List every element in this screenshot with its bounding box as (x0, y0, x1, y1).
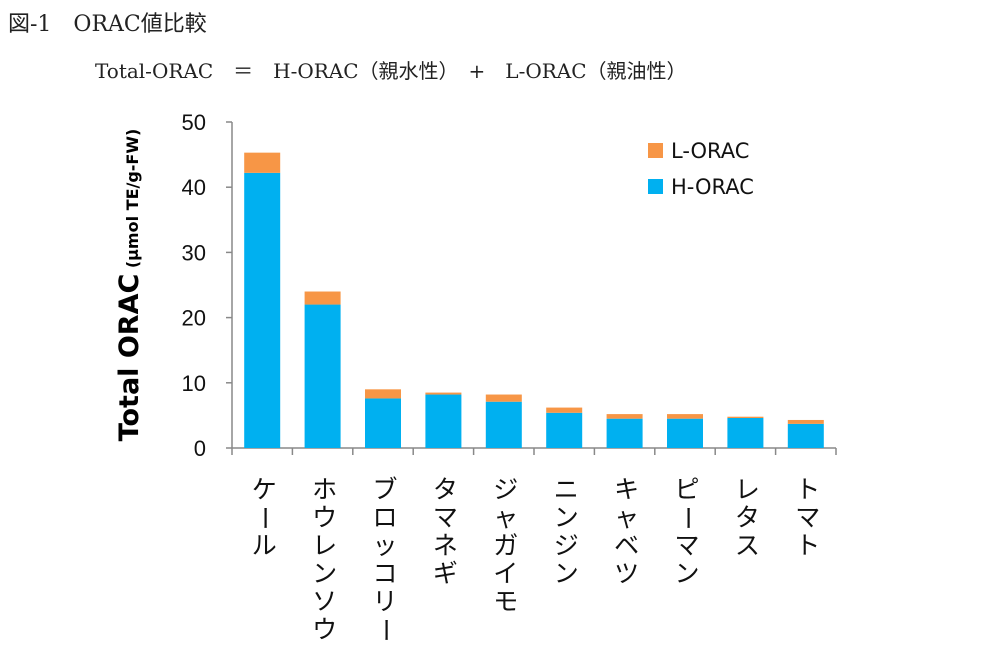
x-tick-label-char: マ (433, 503, 458, 532)
legend-swatch-l-orac (648, 143, 663, 158)
bar-l-orac-5 (485, 394, 522, 402)
bar-l-orac-1 (244, 152, 281, 173)
bar-h-orac-9 (727, 418, 764, 448)
x-tick-label-char: コ (372, 559, 397, 588)
x-tick-label-char: ャ (493, 503, 518, 532)
x-tick-label-char: ン (674, 559, 699, 588)
x-tick-label-char: ガ (493, 531, 518, 560)
x-tick-label-char: ル (252, 531, 277, 560)
bar-h-orac-6 (546, 412, 583, 448)
y-tick-label: 0 (194, 436, 206, 461)
bar-l-orac-8 (667, 414, 703, 419)
bar-l-orac-2 (304, 291, 341, 305)
x-tick-label-char: ケ (252, 475, 277, 504)
y-tick-label: 30 (182, 240, 206, 265)
x-tick-label-char: ッ (372, 531, 397, 560)
x-tick-label-char: ス (735, 531, 760, 560)
x-tick-label-char: ツ (614, 559, 639, 588)
x-tick-label-char: ネ (433, 531, 458, 560)
x-tick-label-char: ャ (614, 503, 639, 532)
x-tick-label-char: ン (554, 503, 579, 532)
x-tick-label-char: ニ (554, 475, 579, 504)
bar-h-orac-8 (667, 418, 703, 448)
legend-swatch-h-orac (648, 179, 663, 194)
x-tick-label-char: リ (372, 587, 397, 616)
bar-l-orac-3 (365, 389, 401, 399)
x-tick-label-char: キ (614, 475, 639, 504)
x-tick-label-char: ン (554, 559, 579, 588)
x-tick-label-char: マ (674, 531, 699, 560)
x-tick-label-char: ト (795, 475, 820, 504)
x-tick-label-char: ウ (312, 615, 337, 644)
x-tick-label-char: ホ (312, 475, 337, 504)
x-tick-label-char: マ (795, 503, 820, 532)
x-tick-label-char: ベ (614, 531, 639, 560)
legend-label: H-ORAC (671, 175, 754, 199)
y-tick-label: 20 (182, 306, 206, 331)
x-tick-label-char: ト (795, 531, 820, 560)
x-tick-label-char: ピ (674, 475, 699, 504)
x-tick-label-char: イ (493, 559, 518, 588)
legend-label: L-ORAC (671, 139, 749, 163)
bar-l-orac-4 (425, 392, 462, 395)
x-tick-label-char: タ (433, 475, 458, 504)
x-tick-label-char: ブ (372, 475, 397, 504)
x-tick-label-char: ー (250, 505, 279, 530)
bar-l-orac-7 (606, 414, 643, 419)
x-tick-label-char: モ (493, 587, 518, 616)
bar-h-orac-2 (304, 304, 341, 448)
x-tick-label-char: ー (673, 505, 702, 530)
bar-h-orac-4 (425, 394, 462, 448)
bar-l-orac-6 (546, 407, 583, 413)
y-axis-label: Total ORAC (μmol TE/g-FW) (114, 129, 145, 442)
x-tick-label-char: ソ (312, 587, 337, 616)
bar-l-orac-10 (787, 419, 824, 424)
bar-l-orac-9 (727, 416, 764, 419)
figure-title: 図-1 ORAC値比較 (8, 12, 207, 37)
x-tick-label-char: ジ (554, 531, 579, 560)
x-tick-label-char: レ (735, 475, 760, 504)
y-tick-label: 40 (182, 175, 206, 200)
x-tick-label-char: ギ (433, 559, 458, 588)
x-tick-label-char: レ (312, 531, 337, 560)
x-tick-label-char: ロ (372, 503, 397, 532)
bar-h-orac-3 (365, 398, 401, 448)
y-tick-label: 10 (182, 371, 206, 396)
bar-h-orac-1 (244, 172, 281, 448)
y-tick-label: 50 (182, 110, 206, 135)
x-tick-label-char: ン (312, 559, 337, 588)
x-tick-label-char: ジ (493, 475, 518, 504)
x-tick-label-char: ー (371, 617, 400, 642)
bar-h-orac-10 (787, 423, 824, 448)
x-tick-label-char: ウ (312, 503, 337, 532)
figure-formula: Total-ORAC ＝ H-ORAC（親水性） + L-ORAC（親油性） (95, 59, 687, 83)
bar-h-orac-5 (485, 401, 522, 448)
x-tick-label-char: タ (735, 503, 760, 532)
bar-h-orac-7 (606, 418, 643, 448)
